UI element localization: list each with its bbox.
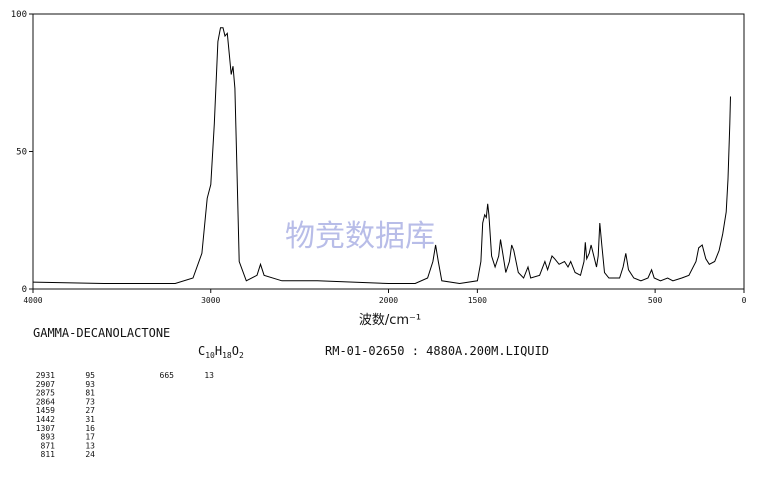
peak-intensity: 27 — [85, 406, 95, 415]
x-tick-label: 3000 — [201, 296, 220, 305]
y-tick-label: 100 — [11, 10, 27, 20]
peak-intensity: 81 — [85, 389, 95, 398]
x-tick-label: 2000 — [379, 296, 398, 305]
peak-wavenumber: 2931 — [36, 371, 55, 380]
peak-intensity: 13 — [85, 441, 95, 450]
peak-intensity: 17 — [85, 433, 95, 442]
peak-wavenumber: 2875 — [36, 389, 55, 398]
peak-wavenumber: 1307 — [36, 424, 55, 433]
peak-intensity: 95 — [85, 371, 95, 380]
y-tick-label: 50 — [16, 148, 27, 158]
x-axis-label: 波数/cm⁻¹ — [359, 313, 421, 328]
peak-intensity: 73 — [85, 397, 95, 406]
peak-wavenumber: 665 — [160, 371, 175, 380]
peak-wavenumber: 2864 — [36, 397, 55, 406]
peak-intensity: 16 — [85, 424, 95, 433]
x-tick-label: 0 — [742, 296, 747, 305]
peak-intensity: 93 — [85, 380, 95, 389]
peak-wavenumber: 871 — [41, 441, 56, 450]
peak-wavenumber: 1459 — [36, 406, 55, 415]
peak-wavenumber: 1442 — [36, 415, 55, 424]
formula: C10H18O2 — [198, 344, 244, 360]
watermark: 物竞数据库 — [285, 219, 435, 254]
x-tick-label: 4000 — [23, 296, 42, 305]
compound-name: GAMMA-DECANOLACTONE — [33, 326, 170, 340]
x-tick-label: 500 — [648, 296, 663, 305]
x-tick-label: 1500 — [468, 296, 487, 305]
peak-wavenumber: 811 — [41, 450, 56, 459]
spectrum-line — [32, 27, 731, 285]
peak-wavenumber: 2907 — [36, 380, 55, 389]
peak-intensity: 31 — [85, 415, 95, 424]
sample-info: RM-01-02650 : 4880A.200M.LIQUID — [325, 344, 549, 358]
peak-intensity: 13 — [204, 371, 214, 380]
y-tick-label: 0 — [22, 285, 27, 295]
peak-wavenumber: 893 — [41, 433, 56, 442]
peak-intensity: 24 — [85, 450, 95, 459]
